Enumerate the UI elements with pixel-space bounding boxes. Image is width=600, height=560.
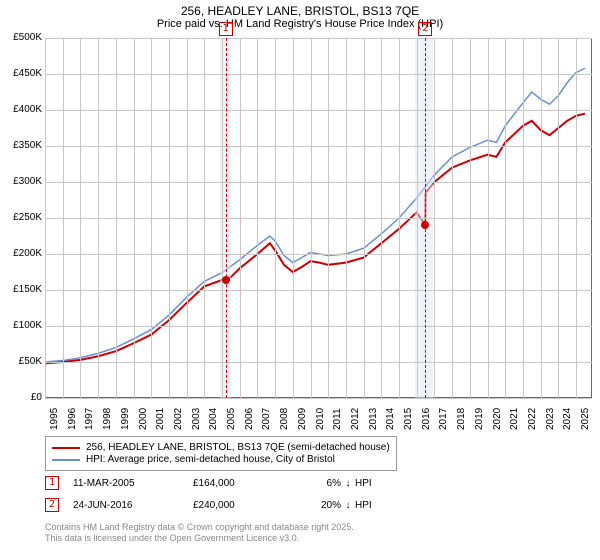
- sale-marker-2: 2: [45, 498, 59, 512]
- sale-date-1: 11-MAR-2005: [73, 478, 193, 489]
- legend-swatch-2: [52, 459, 80, 461]
- legend-label-2: HPI: Average price, semi-detached house,…: [86, 454, 335, 465]
- legend-label-1: 256, HEADLEY LANE, BRISTOL, BS13 7QE (se…: [86, 442, 390, 453]
- footer-line-1: Contains HM Land Registry data © Crown c…: [45, 522, 354, 532]
- sale-pct-2: 20%: [303, 500, 341, 511]
- sale-arrow-2: ↓: [341, 500, 355, 511]
- sale-vs-1: HPI: [355, 478, 372, 489]
- chart-title: 256, HEADLEY LANE, BRISTOL, BS13 7QE: [0, 0, 600, 18]
- legend-row-2: HPI: Average price, semi-detached house,…: [52, 454, 390, 465]
- sale-date-2: 24-JUN-2016: [73, 500, 193, 511]
- sale-vs-2: HPI: [355, 500, 372, 511]
- sale-marker-1: 1: [45, 476, 59, 490]
- sale-info-row-2: 2 24-JUN-2016 £240,000 20% ↓ HPI: [45, 498, 372, 512]
- sale-arrow-1: ↓: [341, 478, 355, 489]
- legend-swatch-1: [52, 447, 80, 449]
- sale-pct-1: 6%: [303, 478, 341, 489]
- legend-row-1: 256, HEADLEY LANE, BRISTOL, BS13 7QE (se…: [52, 442, 390, 453]
- chart-subtitle: Price paid vs. HM Land Registry's House …: [0, 18, 600, 30]
- chart-legend: 256, HEADLEY LANE, BRISTOL, BS13 7QE (se…: [45, 436, 397, 471]
- sale-price-1: £164,000: [193, 478, 303, 489]
- footer-line-2: This data is licensed under the Open Gov…: [45, 533, 299, 543]
- sale-price-2: £240,000: [193, 500, 303, 511]
- sale-info-row-1: 1 11-MAR-2005 £164,000 6% ↓ HPI: [45, 476, 372, 490]
